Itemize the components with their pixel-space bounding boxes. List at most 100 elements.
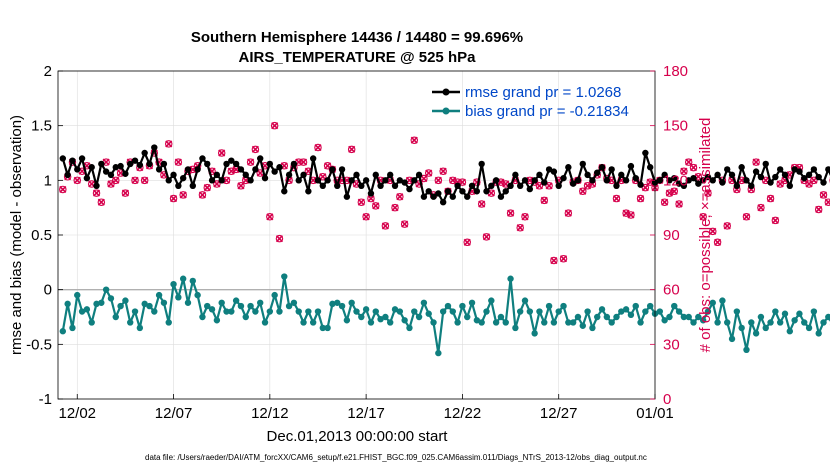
obs-count-point xyxy=(564,209,573,217)
left-axis-label: rmse and bias (model - observation) xyxy=(8,115,25,355)
obs-assimilated-marker xyxy=(521,213,529,221)
obs-count-point xyxy=(92,189,101,197)
obs-count-point xyxy=(434,176,443,185)
rmse-point xyxy=(695,180,702,187)
bias-point xyxy=(815,330,822,337)
bias-point xyxy=(584,308,591,315)
bias-point xyxy=(618,308,625,315)
bias-point xyxy=(208,306,216,313)
bias-point xyxy=(348,299,355,306)
bias-point xyxy=(579,322,586,329)
bias-point xyxy=(382,313,389,321)
rmse-point xyxy=(704,173,712,181)
obs-possible-marker xyxy=(323,162,332,170)
data-file-footer: data file: /Users/raeder/DAI/ATM_forcXX/… xyxy=(145,453,647,462)
obs-count-point xyxy=(198,191,207,199)
rmse-point xyxy=(127,160,134,168)
legend-rmse-label: rmse grand pr = 1.0268 xyxy=(465,84,621,101)
y-right-tick-label: 60 xyxy=(663,282,680,299)
bias-point xyxy=(112,313,119,321)
obs-possible-marker xyxy=(506,209,515,217)
rmse-point xyxy=(492,177,500,184)
bias-point xyxy=(699,317,707,324)
bias-point xyxy=(666,313,673,321)
obs-count-point xyxy=(660,198,669,206)
obs-assimilated-marker xyxy=(752,158,760,166)
bias-point xyxy=(117,302,124,310)
obs-assimilated-marker xyxy=(689,164,698,172)
obs-possible-marker xyxy=(107,180,115,188)
rmse-point xyxy=(155,166,163,173)
bias-point xyxy=(459,302,466,310)
rmse-point xyxy=(131,157,139,164)
bias-point xyxy=(338,302,346,310)
bias-point xyxy=(319,324,326,332)
obs-possible-marker xyxy=(434,176,443,185)
rmse-point xyxy=(387,171,394,179)
x-tick-label: 12/02 xyxy=(58,405,96,422)
bias-point xyxy=(271,291,278,299)
bias-point xyxy=(401,317,408,324)
rmse-point xyxy=(516,182,524,189)
rmse-point xyxy=(74,166,81,173)
obs-assimilated-marker xyxy=(540,196,548,204)
obs-possible-marker xyxy=(675,200,683,208)
obs-assimilated-marker xyxy=(266,213,274,221)
bias-point xyxy=(733,308,741,315)
obs-possible-marker xyxy=(362,213,370,221)
x-tick-label: 12/27 xyxy=(540,405,578,422)
rmse-point xyxy=(796,168,803,175)
bias-point xyxy=(594,313,601,321)
y-right-tick-label: 150 xyxy=(663,118,688,135)
obs-assimilated-marker xyxy=(709,227,717,235)
obs-assimilated-marker xyxy=(381,222,389,230)
obs-count-point xyxy=(439,167,447,175)
rmse-point xyxy=(309,155,317,162)
rmse-point xyxy=(541,179,548,186)
bias-point xyxy=(261,319,269,326)
rmse-point xyxy=(805,171,813,179)
obs-count-point xyxy=(704,189,712,197)
obs-count-point xyxy=(723,222,731,230)
rmse-point xyxy=(271,168,278,175)
bias-point xyxy=(367,319,375,326)
bias-point xyxy=(738,324,745,332)
rmse-point xyxy=(531,177,538,184)
obs-count-point xyxy=(579,187,587,196)
rmse-point xyxy=(276,164,283,171)
rmse-point xyxy=(372,171,379,179)
rmse-point xyxy=(348,177,355,184)
obs-count-point xyxy=(299,158,308,166)
bias-point xyxy=(637,319,644,326)
bias-point xyxy=(603,313,611,321)
obs-assimilated-marker xyxy=(131,176,139,184)
y-right-tick-label: 90 xyxy=(663,227,680,244)
rmse-point xyxy=(396,177,404,184)
bias-point xyxy=(435,349,442,357)
bias-point xyxy=(569,319,577,326)
obs-count-point xyxy=(121,189,130,197)
obs-count-point xyxy=(314,143,322,152)
bias-point xyxy=(642,308,649,315)
obs-count-point xyxy=(112,176,120,185)
rmse-point xyxy=(464,193,471,200)
rmse-point xyxy=(468,182,476,189)
rmse-point xyxy=(305,188,312,195)
rmse-point xyxy=(776,166,784,173)
bias-point xyxy=(281,273,288,280)
rmse-point xyxy=(64,171,71,179)
obs-assimilated-marker xyxy=(198,191,207,199)
bias-point xyxy=(179,275,187,282)
obs-count-point xyxy=(559,254,568,263)
obs-possible-marker xyxy=(381,222,390,230)
obs-possible-marker xyxy=(314,143,322,152)
rmse-point xyxy=(165,177,172,184)
bias-point xyxy=(136,324,144,332)
bias-point xyxy=(131,308,139,315)
rmse-point xyxy=(781,171,789,179)
obs-assimilated-marker xyxy=(439,167,447,175)
bias-point xyxy=(531,330,538,337)
y-tick-label: 0 xyxy=(44,282,52,299)
rmse-point xyxy=(430,193,437,200)
rmse-point xyxy=(810,166,818,173)
